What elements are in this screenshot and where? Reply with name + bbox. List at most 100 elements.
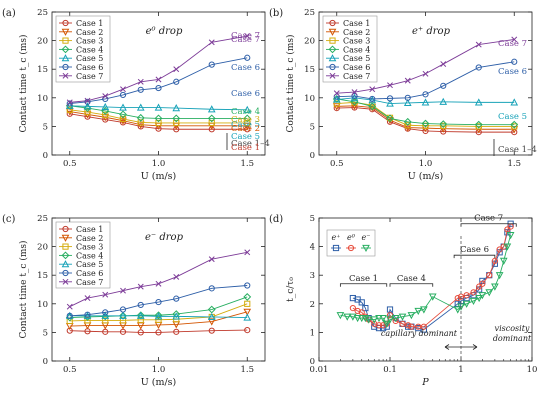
data-point-6 (84, 311, 91, 318)
y-tick-label: 5 (43, 122, 48, 132)
data-point-6 (244, 282, 251, 289)
series-annotation: Case 1–4 (498, 145, 537, 155)
data-point-6 (137, 301, 144, 309)
legend-label: Case 2 (76, 234, 103, 243)
data-point-4 (421, 119, 430, 128)
data-point-6 (208, 285, 215, 292)
data-point-7 (422, 70, 429, 77)
data-point-2 (500, 243, 507, 250)
data-point-7 (440, 61, 447, 68)
data-point-1 (358, 299, 365, 306)
series-annotation: Case 3 (231, 115, 260, 125)
series-annotation: Case 6 (498, 67, 527, 77)
data-point-4 (119, 311, 127, 320)
panel-b: 0 5 10 15 20 25 0.5 1.0 1.5 (b) U (m/s) Contact tim… (269, 8, 537, 182)
series-line-4 (69, 296, 248, 318)
series-annotation: Case 1–4 (231, 139, 270, 149)
data-point-6 (119, 306, 127, 313)
data-point-3 (119, 115, 127, 123)
legend-label: Case 5 (76, 54, 103, 63)
data-point-2 (454, 294, 461, 302)
case-bracket (460, 223, 517, 227)
data-point-7 (351, 89, 358, 96)
data-point-2 (243, 308, 252, 316)
series-line-6 (69, 285, 248, 317)
data-point-3 (357, 315, 366, 323)
data-point-3 (119, 317, 127, 324)
data-point-5 (119, 103, 127, 111)
x-tick-label: 0.5 (63, 159, 77, 169)
data-point-1 (119, 119, 127, 126)
x-axis-label: U (m/s) (141, 377, 177, 388)
data-point-7 (333, 90, 340, 97)
x-tick-label: 1.0 (419, 159, 433, 169)
data-point-7 (369, 86, 376, 93)
data-point-6 (119, 91, 127, 99)
data-point-3 (84, 109, 91, 116)
legend-marker (61, 234, 70, 242)
data-point-1 (244, 126, 251, 133)
data-point-3 (440, 122, 447, 129)
data-point-3 (499, 257, 508, 265)
legend-marker (61, 54, 70, 62)
data-point-2 (496, 246, 503, 253)
data-point-6 (386, 95, 394, 102)
data-point-4 (474, 120, 483, 129)
data-point-3 (391, 315, 400, 323)
data-point-5 (421, 98, 430, 106)
legend-label: Case 4 (76, 45, 103, 54)
data-point-3 (379, 315, 387, 323)
data-point-5 (136, 103, 145, 111)
legend-label: Case 1 (76, 19, 103, 28)
data-point-7 (208, 256, 215, 263)
data-point-4 (510, 120, 519, 129)
y-tick-label: 5 (310, 122, 315, 132)
data-point-2 (486, 272, 493, 279)
data-point-4 (207, 305, 216, 314)
legend-marker (329, 72, 336, 79)
data-point-3 (84, 317, 91, 324)
series-annotation: Case 7 (231, 35, 260, 45)
legend-label: Case 7 (76, 278, 103, 287)
data-point-3 (173, 119, 180, 127)
data-point-7 (137, 283, 144, 290)
data-point-4 (368, 102, 377, 111)
data-point-7 (120, 287, 126, 294)
data-point-3 (495, 272, 504, 280)
data-point-3 (478, 292, 487, 300)
data-point-1 (137, 329, 144, 336)
panel-c: 0 5 10 15 20 25 0.5 1.0 1.5 (c) U (m/s) Contact tim… (2, 31, 266, 388)
data-point-7 (137, 78, 144, 85)
data-point-4 (243, 114, 252, 123)
y-tick-label: 20 (37, 243, 48, 253)
data-point-6 (173, 78, 180, 85)
data-point-4 (207, 114, 216, 123)
y-axis-label: Contact time t_c (ms) (18, 240, 29, 338)
panel-label: (a) (2, 8, 16, 19)
data-point-5 (403, 98, 412, 107)
data-point-3 (336, 312, 345, 320)
data-point-7 (102, 291, 109, 298)
panel-label: (d) (269, 214, 283, 225)
series-line-3 (69, 303, 248, 322)
data-point-1 (244, 327, 251, 334)
x-tick-label: 0.5 (330, 159, 344, 169)
data-point-7 (66, 99, 73, 106)
y-axis-label: t_c/τ₀ (286, 277, 296, 302)
data-point-3 (244, 119, 251, 127)
data-point-3 (382, 320, 391, 328)
series-annotation: Case 5 (231, 120, 260, 130)
data-point-3 (469, 297, 478, 305)
data-point-5 (119, 311, 127, 319)
data-point-3 (407, 312, 416, 320)
data-point-1 (333, 104, 340, 112)
data-point-3 (462, 300, 471, 308)
data-point-3 (428, 293, 437, 301)
data-point-2 (479, 280, 486, 287)
data-point-5 (386, 99, 394, 107)
data-point-3 (506, 232, 515, 240)
x-tick-label: 1.5 (507, 159, 521, 169)
series-line-2 (352, 226, 511, 328)
